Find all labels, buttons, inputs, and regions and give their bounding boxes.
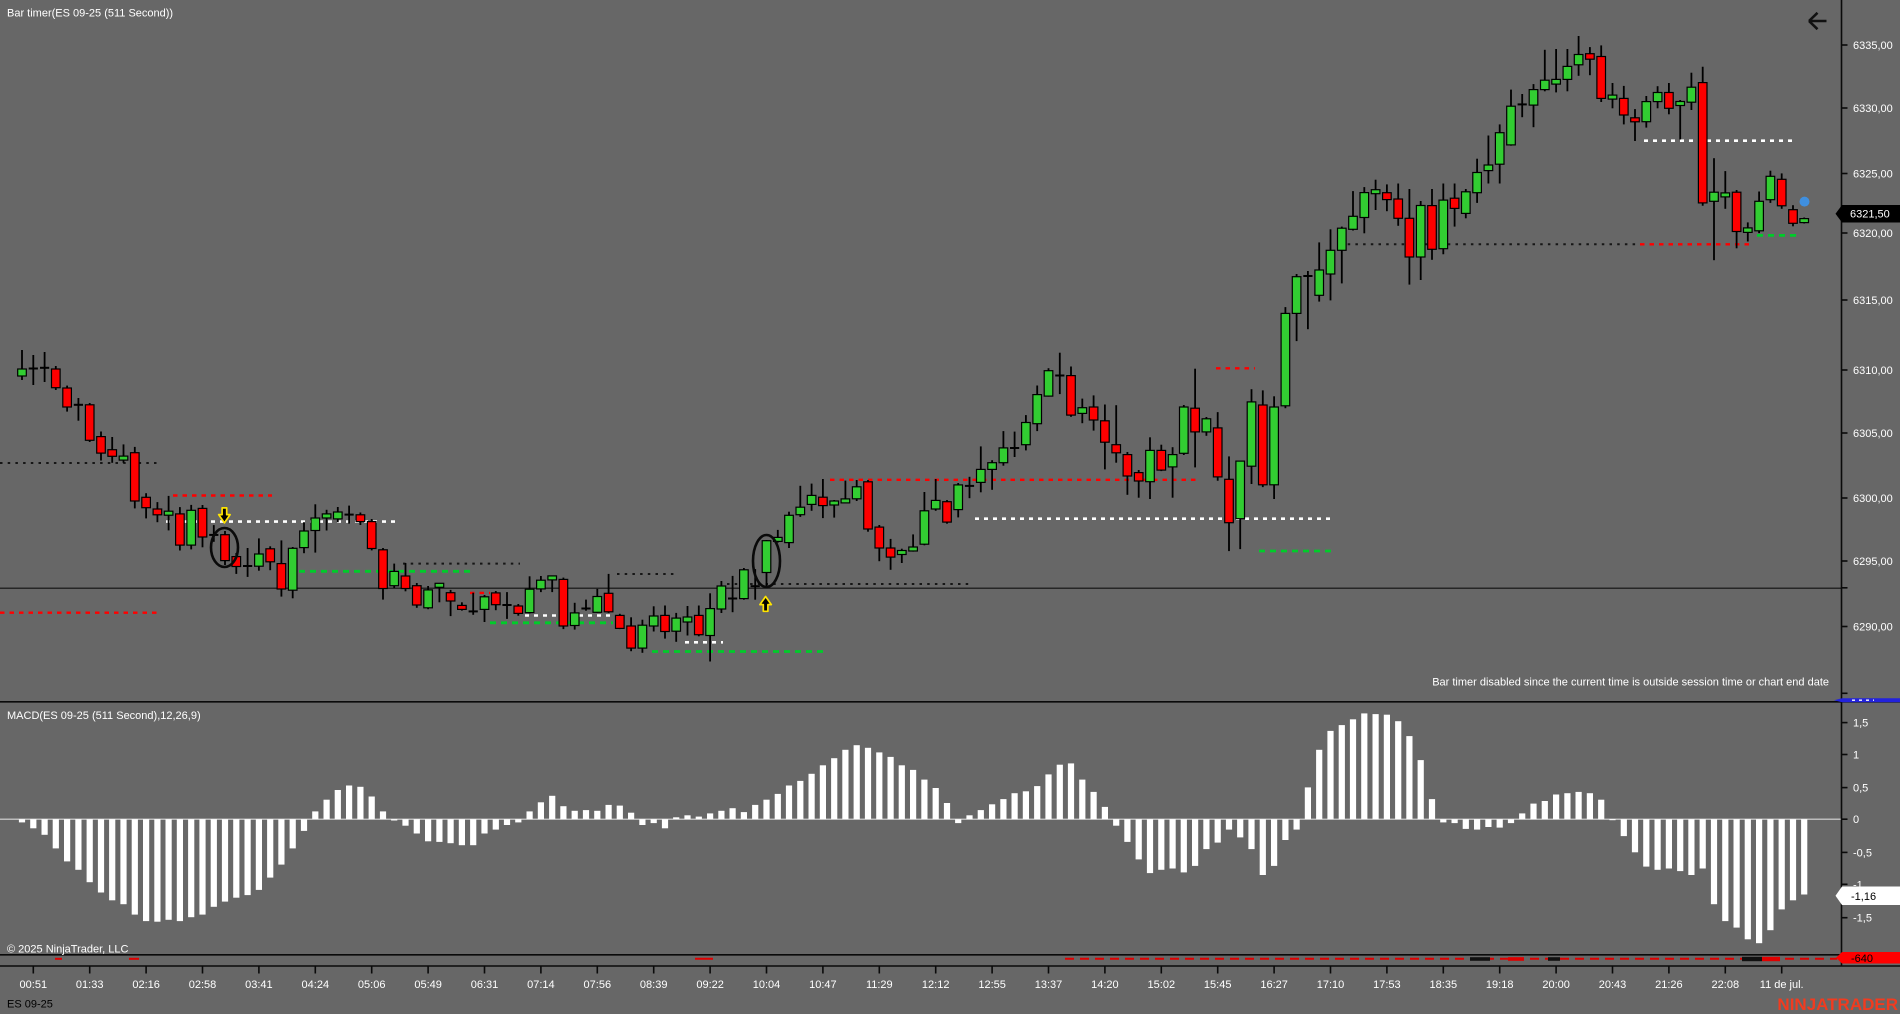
svg-text:08:39: 08:39	[640, 979, 668, 991]
svg-text:0,5: 0,5	[1853, 783, 1868, 795]
svg-text:00:51: 00:51	[20, 979, 48, 991]
svg-text:Bar timer disabled since the c: Bar timer disabled since the current tim…	[1432, 677, 1829, 689]
svg-text:17:53: 17:53	[1373, 979, 1401, 991]
svg-text:19:18: 19:18	[1486, 979, 1514, 991]
svg-text:1: 1	[1853, 750, 1859, 762]
svg-text:15:45: 15:45	[1204, 979, 1232, 991]
svg-text:07:14: 07:14	[527, 979, 555, 991]
svg-text:18:35: 18:35	[1430, 979, 1458, 991]
svg-text:NINJATRADER: NINJATRADER	[1777, 995, 1898, 1014]
svg-text:0: 0	[1853, 814, 1859, 826]
svg-text:6335,00: 6335,00	[1853, 40, 1893, 52]
svg-text:14:20: 14:20	[1091, 979, 1119, 991]
svg-text:10:04: 10:04	[753, 979, 781, 991]
svg-text:05:06: 05:06	[358, 979, 386, 991]
svg-text:6330,00: 6330,00	[1853, 103, 1893, 115]
svg-text:6300,00: 6300,00	[1853, 493, 1893, 505]
svg-text:22:08: 22:08	[1712, 979, 1740, 991]
svg-text:6325,00: 6325,00	[1853, 169, 1893, 181]
svg-text:12:12: 12:12	[922, 979, 950, 991]
svg-text:11 de jul.: 11 de jul.	[1760, 979, 1804, 991]
svg-text:16:27: 16:27	[1260, 979, 1288, 991]
svg-text:10:47: 10:47	[809, 979, 837, 991]
svg-text:11:29: 11:29	[866, 979, 893, 991]
svg-text:Bar timer(ES 09-25 (511 Second: Bar timer(ES 09-25 (511 Second))	[7, 8, 173, 20]
svg-text:21:26: 21:26	[1655, 979, 1683, 991]
svg-text:6305,00: 6305,00	[1853, 428, 1893, 440]
svg-text:6315,00: 6315,00	[1853, 295, 1893, 307]
svg-text:-1,16: -1,16	[1851, 891, 1876, 903]
svg-text:06:31: 06:31	[471, 979, 499, 991]
svg-text:07:56: 07:56	[584, 979, 612, 991]
svg-text:6320,00: 6320,00	[1853, 228, 1893, 240]
svg-text:ES 09-25: ES 09-25	[7, 999, 53, 1011]
svg-text:6310,00: 6310,00	[1853, 365, 1893, 377]
svg-text:-0,5: -0,5	[1853, 847, 1872, 859]
svg-text:04:24: 04:24	[302, 979, 330, 991]
svg-text:6295,00: 6295,00	[1853, 556, 1893, 568]
svg-text:13:37: 13:37	[1035, 979, 1063, 991]
svg-text:01:33: 01:33	[76, 979, 104, 991]
svg-text:09:22: 09:22	[696, 979, 724, 991]
svg-text:03:41: 03:41	[245, 979, 273, 991]
svg-text:-640: -640	[1851, 953, 1873, 965]
svg-text:MACD(ES 09-25 (511 Second),12,: MACD(ES 09-25 (511 Second),12,26,9)	[7, 710, 201, 722]
svg-text:6290,00: 6290,00	[1853, 622, 1893, 634]
svg-text:1,5: 1,5	[1853, 718, 1868, 730]
svg-text:02:58: 02:58	[189, 979, 217, 991]
svg-text:20:43: 20:43	[1599, 979, 1627, 991]
svg-text:© 2025 NinjaTrader, LLC: © 2025 NinjaTrader, LLC	[7, 944, 128, 956]
svg-text:-1: -1	[1853, 879, 1863, 891]
svg-text:6321,50: 6321,50	[1850, 209, 1890, 221]
svg-text:12:55: 12:55	[978, 979, 1006, 991]
svg-text:20:00: 20:00	[1542, 979, 1570, 991]
svg-text:-1,5: -1,5	[1853, 913, 1872, 925]
svg-text:15:02: 15:02	[1148, 979, 1176, 991]
svg-text:17:10: 17:10	[1317, 979, 1345, 991]
svg-text:02:16: 02:16	[132, 979, 160, 991]
svg-text:05:49: 05:49	[414, 979, 442, 991]
